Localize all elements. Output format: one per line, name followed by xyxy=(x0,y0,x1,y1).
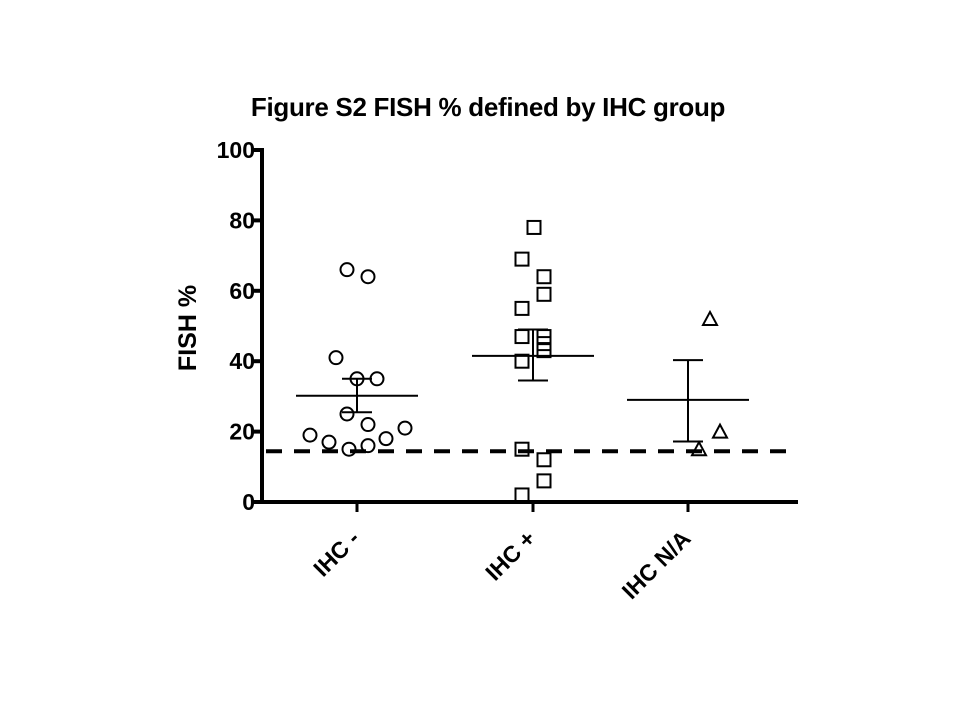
square-marker xyxy=(514,329,530,345)
y-axis-title: FISH % xyxy=(174,285,202,371)
circle-marker xyxy=(339,262,355,278)
circle-marker xyxy=(397,420,413,436)
triangle-marker xyxy=(690,440,708,457)
x-category-label: IHC + xyxy=(480,525,540,585)
square-marker xyxy=(514,251,530,267)
x-axis: IHC - IHC + IHC N/A xyxy=(260,500,798,604)
square-marker xyxy=(514,353,530,369)
triangle-marker xyxy=(711,422,729,439)
square-marker xyxy=(536,473,552,489)
y-tick-label: 20 xyxy=(229,419,255,445)
square-marker xyxy=(514,441,530,457)
circle-marker xyxy=(378,431,394,447)
data-points xyxy=(302,219,729,503)
y-tick-label: 40 xyxy=(229,348,255,374)
chart-title: Figure S2 FISH % defined by IHC group xyxy=(250,92,726,122)
circle-marker xyxy=(369,371,385,387)
circle-marker xyxy=(360,269,376,285)
square-marker xyxy=(536,286,552,302)
triangle-marker xyxy=(701,309,719,326)
square-marker xyxy=(536,269,552,285)
square-marker xyxy=(526,219,542,235)
circle-marker xyxy=(328,350,344,366)
square-marker xyxy=(536,452,552,468)
square-marker xyxy=(536,343,552,359)
y-tick-label: 0 xyxy=(242,489,255,515)
circle-marker xyxy=(339,406,355,422)
y-tick-label: 100 xyxy=(217,137,255,163)
x-category-label: IHC - xyxy=(308,525,364,581)
circle-marker xyxy=(321,434,337,450)
circle-marker xyxy=(302,427,318,443)
x-category-label: IHC N/A xyxy=(617,525,696,604)
y-axis: 0 20 40 60 80 100 xyxy=(217,137,264,515)
circle-marker xyxy=(360,438,376,454)
y-tick-label: 80 xyxy=(229,207,255,233)
y-tick-label: 60 xyxy=(229,278,255,304)
square-marker xyxy=(514,487,530,503)
circle-marker xyxy=(341,441,357,457)
circle-marker xyxy=(360,417,376,433)
square-marker xyxy=(514,300,530,316)
mean-sem-bars xyxy=(296,328,749,443)
